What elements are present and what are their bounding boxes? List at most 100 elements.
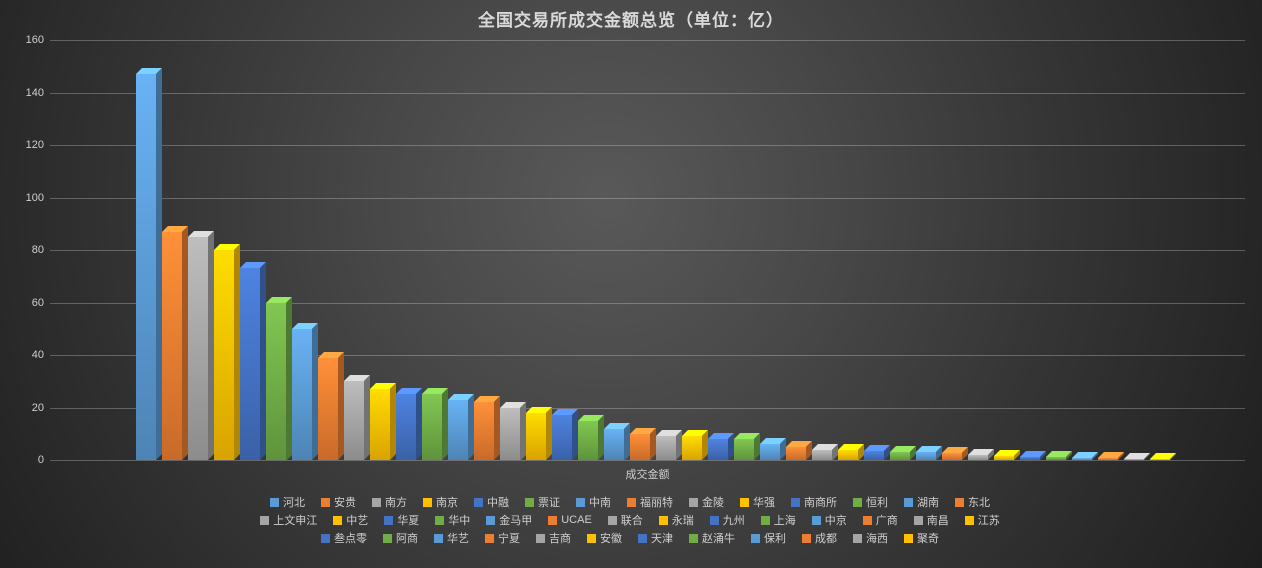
legend-swatch bbox=[638, 534, 647, 543]
legend-label: 永瑞 bbox=[672, 512, 694, 528]
legend-item: 成都 bbox=[802, 530, 837, 546]
legend-label: 中融 bbox=[487, 494, 509, 510]
bar bbox=[994, 456, 1014, 460]
legend-swatch bbox=[853, 534, 862, 543]
legend-label: 宁夏 bbox=[498, 530, 520, 546]
legend-item: 南京 bbox=[423, 494, 458, 510]
bar bbox=[760, 444, 780, 460]
bar bbox=[552, 415, 572, 460]
legend-label: 票证 bbox=[538, 494, 560, 510]
legend-item: 福丽特 bbox=[627, 494, 673, 510]
legend-item: 九州 bbox=[710, 512, 745, 528]
legend-swatch bbox=[955, 498, 964, 507]
legend-item: 恒利 bbox=[853, 494, 888, 510]
legend-swatch bbox=[710, 516, 719, 525]
legend-label: 上文申江 bbox=[273, 512, 317, 528]
legend-item: 联合 bbox=[608, 512, 643, 528]
bar bbox=[734, 439, 754, 460]
y-tick-label: 100 bbox=[26, 192, 44, 204]
legend-swatch bbox=[802, 534, 811, 543]
legend-item: 金马甲 bbox=[486, 512, 532, 528]
legend-label: 广商 bbox=[876, 512, 898, 528]
legend-label: 九州 bbox=[723, 512, 745, 528]
legend-label: 中南 bbox=[589, 494, 611, 510]
legend-item: 聚奇 bbox=[904, 530, 939, 546]
bar bbox=[240, 268, 260, 460]
legend-swatch bbox=[434, 534, 443, 543]
bar bbox=[864, 451, 884, 460]
bar bbox=[396, 394, 416, 460]
bar bbox=[344, 381, 364, 460]
gridline bbox=[50, 93, 1245, 94]
bar bbox=[526, 413, 546, 460]
legend-item: 湖南 bbox=[904, 494, 939, 510]
legend-item: 广商 bbox=[863, 512, 898, 528]
y-tick-label: 140 bbox=[26, 87, 44, 99]
y-tick-label: 40 bbox=[32, 349, 44, 361]
legend-label: UCAE bbox=[561, 514, 592, 526]
bar bbox=[474, 402, 494, 460]
y-tick-label: 120 bbox=[26, 139, 44, 151]
legend-label: 海西 bbox=[866, 530, 888, 546]
legend-swatch bbox=[384, 516, 393, 525]
legend-item: 中融 bbox=[474, 494, 509, 510]
legend-swatch bbox=[904, 534, 913, 543]
bar bbox=[812, 450, 832, 461]
y-tick-label: 20 bbox=[32, 402, 44, 414]
bar bbox=[968, 455, 988, 460]
legend-item: 安贵 bbox=[321, 494, 356, 510]
legend-item: 金陵 bbox=[689, 494, 724, 510]
legend-swatch bbox=[333, 516, 342, 525]
legend-label: 东北 bbox=[968, 494, 990, 510]
legend-item: 中南 bbox=[576, 494, 611, 510]
legend-label: 吉商 bbox=[549, 530, 571, 546]
legend-label: 保利 bbox=[764, 530, 786, 546]
legend-item: 叁点零 bbox=[321, 530, 367, 546]
legend-label: 天津 bbox=[651, 530, 673, 546]
bar bbox=[162, 232, 182, 460]
legend-item: 南商所 bbox=[791, 494, 837, 510]
bar bbox=[578, 421, 598, 460]
bar bbox=[708, 439, 728, 460]
legend-label: 金马甲 bbox=[499, 512, 532, 528]
legend-swatch bbox=[608, 516, 617, 525]
legend-item: 票证 bbox=[525, 494, 560, 510]
legend-item: 上海 bbox=[761, 512, 796, 528]
legend-label: 南方 bbox=[385, 494, 407, 510]
y-tick-label: 0 bbox=[38, 454, 44, 466]
legend-swatch bbox=[548, 516, 557, 525]
legend-item: 东北 bbox=[955, 494, 990, 510]
bar bbox=[266, 303, 286, 461]
legend-item: 宁夏 bbox=[485, 530, 520, 546]
legend-label: 湖南 bbox=[917, 494, 939, 510]
bar bbox=[942, 453, 962, 460]
legend-swatch bbox=[812, 516, 821, 525]
y-tick-label: 160 bbox=[26, 34, 44, 46]
legend-swatch bbox=[853, 498, 862, 507]
legend-item: 华夏 bbox=[384, 512, 419, 528]
legend-item: 华中 bbox=[435, 512, 470, 528]
legend-swatch bbox=[904, 498, 913, 507]
legend-item: 天津 bbox=[638, 530, 673, 546]
bar bbox=[1150, 459, 1170, 460]
bar bbox=[890, 452, 910, 460]
legend-swatch bbox=[659, 516, 668, 525]
legend-item: 赵涌牛 bbox=[689, 530, 735, 546]
bar bbox=[188, 237, 208, 460]
legend-swatch bbox=[627, 498, 636, 507]
legend-swatch bbox=[689, 534, 698, 543]
legend-label: 中京 bbox=[825, 512, 847, 528]
legend-label: 华中 bbox=[448, 512, 470, 528]
legend-label: 南昌 bbox=[927, 512, 949, 528]
legend-label: 华艺 bbox=[447, 530, 469, 546]
legend-swatch bbox=[525, 498, 534, 507]
legend-swatch bbox=[791, 498, 800, 507]
legend-label: 安徽 bbox=[600, 530, 622, 546]
legend-swatch bbox=[965, 516, 974, 525]
legend-label: 聚奇 bbox=[917, 530, 939, 546]
legend-swatch bbox=[486, 516, 495, 525]
legend-label: 阿商 bbox=[396, 530, 418, 546]
legend-item: 中艺 bbox=[333, 512, 368, 528]
gridline bbox=[50, 145, 1245, 146]
bar bbox=[916, 452, 936, 460]
